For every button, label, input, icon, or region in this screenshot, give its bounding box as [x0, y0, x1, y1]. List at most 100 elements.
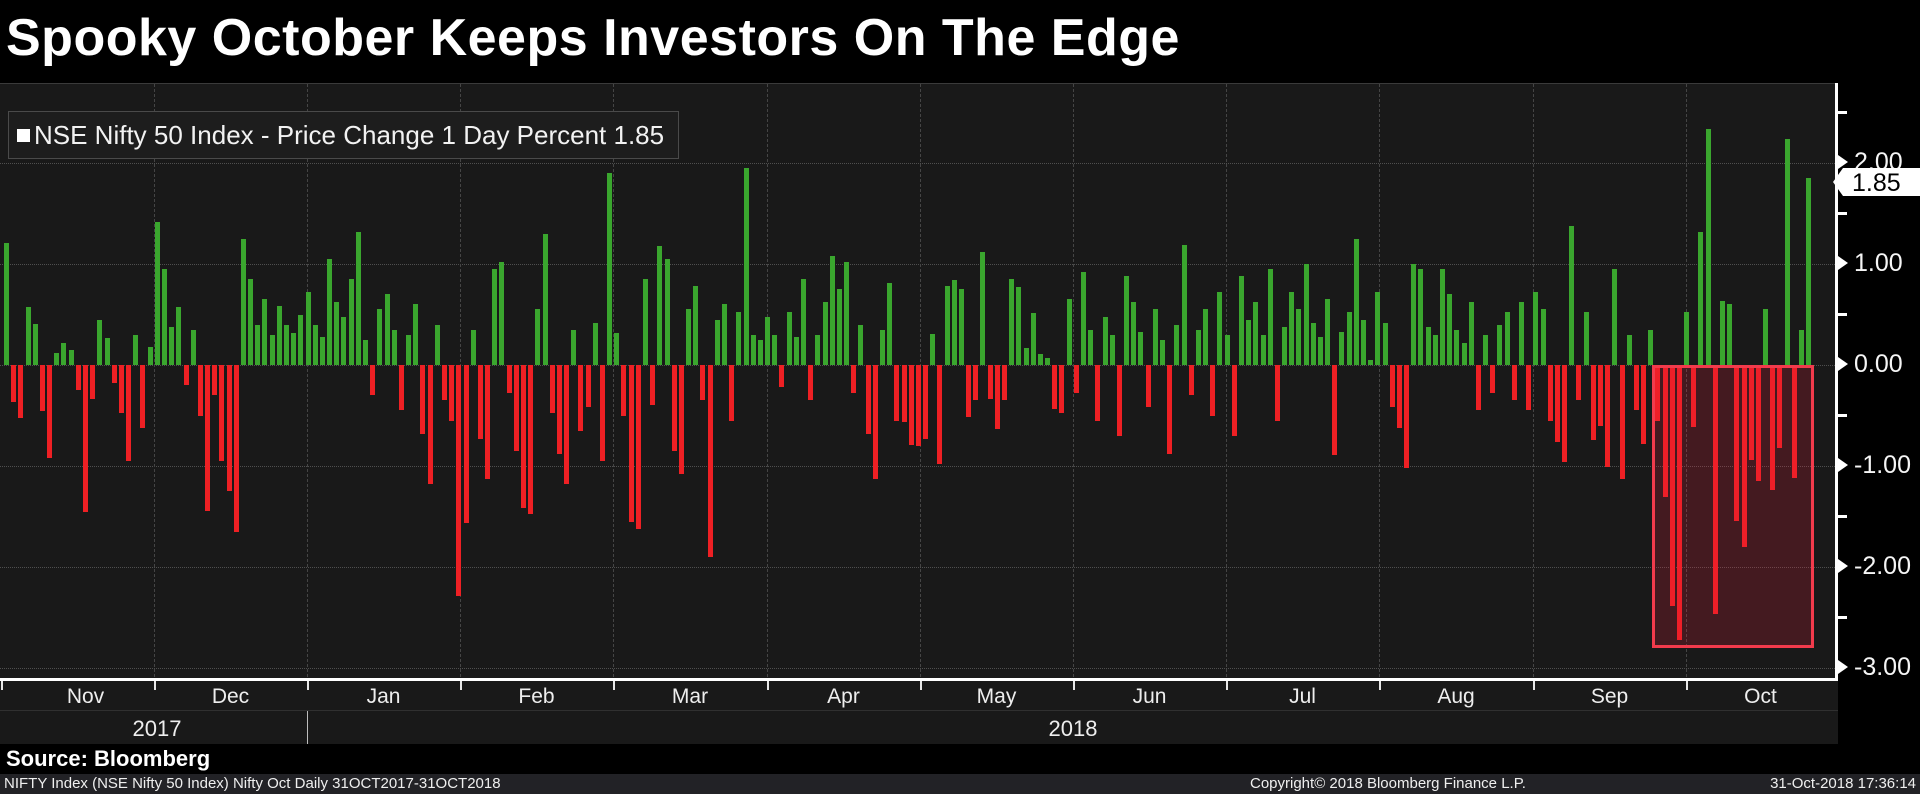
up-bar — [951, 280, 957, 365]
y-tick-arrow-icon — [1838, 559, 1848, 573]
y-tick-arrow-icon — [1838, 256, 1848, 270]
up-bar — [1109, 334, 1115, 365]
down-bar — [1210, 365, 1216, 416]
month-label: Jan — [366, 685, 401, 708]
down-bar — [549, 365, 555, 414]
month-tick — [767, 681, 769, 690]
up-bar — [657, 245, 663, 365]
down-bar — [872, 365, 878, 480]
up-bar — [1339, 331, 1345, 365]
up-bar — [269, 334, 275, 365]
up-bar — [1045, 357, 1051, 365]
h-gridline — [0, 567, 1835, 568]
up-bar — [736, 312, 742, 365]
up-bar — [1533, 292, 1539, 365]
up-bar — [1806, 178, 1812, 365]
up-bar — [32, 323, 38, 365]
up-bar — [542, 233, 548, 365]
up-bar — [664, 258, 670, 365]
up-bar — [1260, 334, 1266, 365]
up-bar — [312, 324, 318, 365]
up-bar — [1174, 324, 1180, 365]
up-bar — [829, 255, 835, 365]
month-tick — [920, 681, 922, 690]
down-bar — [456, 365, 462, 597]
up-bar — [930, 333, 936, 365]
up-bar — [1784, 138, 1790, 365]
up-bar — [1217, 292, 1223, 365]
up-bar — [1440, 269, 1445, 365]
up-bar — [722, 304, 727, 365]
down-bar — [90, 365, 96, 400]
up-bar — [298, 314, 304, 365]
chart-plot-area[interactable]: NSE Nifty 50 Index - Price Change 1 Day … — [0, 83, 1835, 682]
month-label: Jul — [1289, 685, 1316, 708]
up-bar — [1238, 276, 1244, 365]
up-bar — [1518, 302, 1524, 365]
up-bar — [1310, 322, 1316, 365]
up-bar — [291, 332, 297, 365]
down-bar — [678, 365, 684, 475]
source-row: Source: Bloomberg — [0, 744, 1920, 774]
up-bar — [68, 349, 74, 365]
up-bar — [377, 309, 383, 365]
down-bar — [556, 365, 562, 454]
timestamp: 31-Oct-2018 17:36:14 — [1770, 775, 1916, 792]
down-bar — [1073, 365, 1079, 394]
down-bar — [1712, 365, 1718, 615]
up-bar — [1504, 312, 1510, 365]
down-bar — [1597, 365, 1603, 426]
h-gridline — [0, 163, 1835, 164]
down-bar — [513, 365, 519, 451]
y-tick-arrow-icon — [1838, 660, 1848, 674]
up-bar — [413, 304, 419, 365]
page-title: Spooky October Keeps Investors On The Ed… — [6, 9, 1180, 67]
down-bar — [1691, 365, 1697, 427]
up-bar — [1612, 269, 1618, 365]
up-bar — [1246, 319, 1252, 365]
y-tick-arrow-icon — [1838, 458, 1848, 472]
x-axis-line — [0, 678, 1838, 681]
down-bar — [18, 365, 24, 418]
down-bar — [75, 365, 81, 391]
up-bar — [363, 339, 368, 365]
down-bar — [1633, 365, 1639, 411]
down-bar — [233, 365, 239, 532]
down-bar — [707, 365, 713, 557]
month-tick — [307, 681, 309, 690]
up-bar — [61, 342, 67, 365]
october-highlight-box — [1652, 365, 1814, 648]
up-bar — [434, 324, 440, 365]
down-bar — [370, 365, 376, 396]
up-bar — [607, 173, 613, 365]
up-bar — [1648, 329, 1654, 365]
legend-swatch-icon — [17, 128, 30, 142]
down-bar — [398, 365, 404, 411]
down-bar — [1404, 365, 1410, 469]
up-bar — [1569, 225, 1575, 365]
down-bar — [219, 365, 225, 461]
up-bar — [1181, 244, 1187, 365]
month-tick — [1379, 681, 1381, 690]
status-bar: NIFTY Index (NSE Nifty 50 Index) Nifty O… — [0, 774, 1920, 794]
up-bar — [1088, 329, 1094, 365]
down-bar — [1389, 365, 1395, 408]
h-gridline — [0, 264, 1835, 265]
down-bar — [564, 365, 570, 485]
h-gridline — [0, 466, 1835, 467]
up-bar — [355, 231, 361, 365]
up-bar — [1411, 264, 1417, 365]
up-bar — [614, 332, 620, 365]
up-bar — [643, 279, 649, 365]
down-bar — [118, 365, 124, 414]
up-bar — [327, 258, 333, 365]
title-band: Spooky October Keeps Investors On The Ed… — [0, 0, 1920, 80]
v-gridline — [307, 84, 308, 682]
month-label: Nov — [66, 685, 105, 708]
down-bar — [528, 365, 534, 515]
down-bar — [1188, 365, 1194, 396]
up-bar — [879, 329, 885, 365]
down-bar — [851, 365, 857, 394]
down-bar — [1669, 365, 1675, 607]
up-bar — [1461, 342, 1467, 365]
